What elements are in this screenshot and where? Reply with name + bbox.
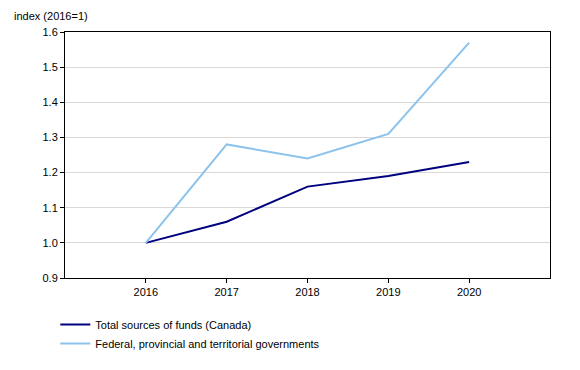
svg-text:1.2: 1.2 xyxy=(43,166,58,178)
svg-text:2019: 2019 xyxy=(376,286,400,298)
svg-text:1.3: 1.3 xyxy=(43,131,58,143)
svg-text:index (2016=1): index (2016=1) xyxy=(14,10,88,22)
svg-text:2018: 2018 xyxy=(295,286,319,298)
svg-text:0.9: 0.9 xyxy=(43,272,58,284)
svg-text:Federal, provincial and territ: Federal, provincial and territorial gove… xyxy=(95,338,319,350)
svg-text:1.4: 1.4 xyxy=(43,96,58,108)
svg-text:1.5: 1.5 xyxy=(43,61,58,73)
svg-text:2020: 2020 xyxy=(457,286,481,298)
svg-text:2016: 2016 xyxy=(134,286,158,298)
svg-text:Total sources of funds (Canada: Total sources of funds (Canada) xyxy=(95,319,251,331)
svg-text:1.6: 1.6 xyxy=(43,26,58,38)
svg-text:1.1: 1.1 xyxy=(43,202,58,214)
svg-text:2017: 2017 xyxy=(214,286,238,298)
svg-text:1.0: 1.0 xyxy=(43,237,58,249)
